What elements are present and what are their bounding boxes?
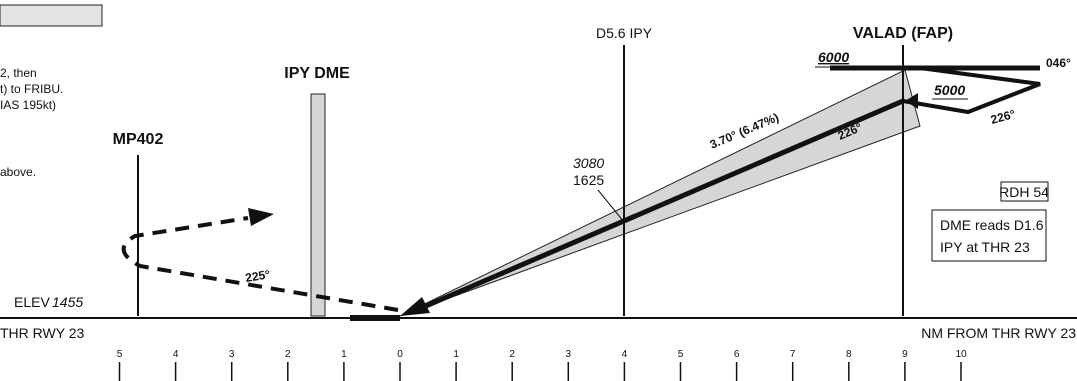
outbound-course: 046° [1046, 56, 1071, 70]
d56-altitude-leader [597, 189, 625, 223]
scale-label: 5 [678, 349, 684, 360]
scale-label: 1 [453, 349, 459, 360]
scale-label: 6 [734, 349, 740, 360]
turn-course: 226° [989, 107, 1017, 127]
distance-scale: 5 4 3 2 1 0 1 2 3 4 5 6 7 8 9 10 [117, 349, 967, 381]
dme-reads-line-2: IPY at THR 23 [940, 239, 1030, 255]
valad-lower-altitude: 5000 [934, 82, 965, 98]
note-line-1: 2, then [0, 66, 37, 80]
mp402-label: MP402 [113, 131, 164, 148]
note-line-2: t) to FRIBU. [0, 82, 63, 96]
grey-header-box [0, 4, 103, 27]
glidepath-protection-cone [399, 69, 921, 317]
note-line-3: IAS 195kt) [0, 98, 56, 112]
scale-label: 10 [955, 349, 967, 360]
missed-approach-path [121, 216, 399, 312]
dme-label: IPY DME [284, 65, 350, 82]
rdh-box [1000, 181, 1049, 202]
procedure-turn-arrowhead [905, 93, 918, 109]
note-line-4: above. [0, 165, 36, 179]
missed-approach-arrowhead [248, 208, 274, 226]
scale-label: 2 [285, 349, 291, 360]
dme-reads-line-1: DME reads D1.6 [940, 217, 1044, 233]
procedure-turn-track [902, 66, 1041, 115]
dme-facility-bar [310, 93, 326, 317]
scale-label: 4 [173, 349, 179, 360]
final-approach-path [411, 98, 904, 315]
elevation-prefix: ELEV [14, 294, 50, 310]
scale-label: 3 [566, 349, 572, 360]
d56-upper-altitude: 3080 [573, 155, 604, 171]
threshold-label: THR RWY 23 [0, 325, 84, 341]
scale-label: 1 [341, 349, 347, 360]
missed-course: 225° [244, 267, 271, 285]
scale-label: 8 [846, 349, 852, 360]
d56-label: D5.6 IPY [596, 25, 653, 41]
scale-label: 9 [902, 349, 908, 360]
valad-label: VALAD (FAP) [853, 25, 953, 42]
scale-label: 0 [397, 349, 403, 360]
scale-label: 7 [790, 349, 796, 360]
final-approach-arrowhead [400, 297, 430, 316]
scale-label: 5 [117, 349, 123, 360]
scale-label: 2 [509, 349, 515, 360]
dme-reads-box [931, 209, 1047, 262]
rdh-text: RDH 54 [999, 184, 1049, 200]
valad-upper-altitude: 6000 [818, 49, 849, 65]
scale-label: 3 [229, 349, 235, 360]
scale-label: 4 [622, 349, 628, 360]
elevation-value: 1455 [52, 294, 83, 310]
distance-axis-label: NM FROM THR RWY 23 [921, 325, 1076, 341]
d56-lower-altitude: 1625 [573, 172, 604, 188]
